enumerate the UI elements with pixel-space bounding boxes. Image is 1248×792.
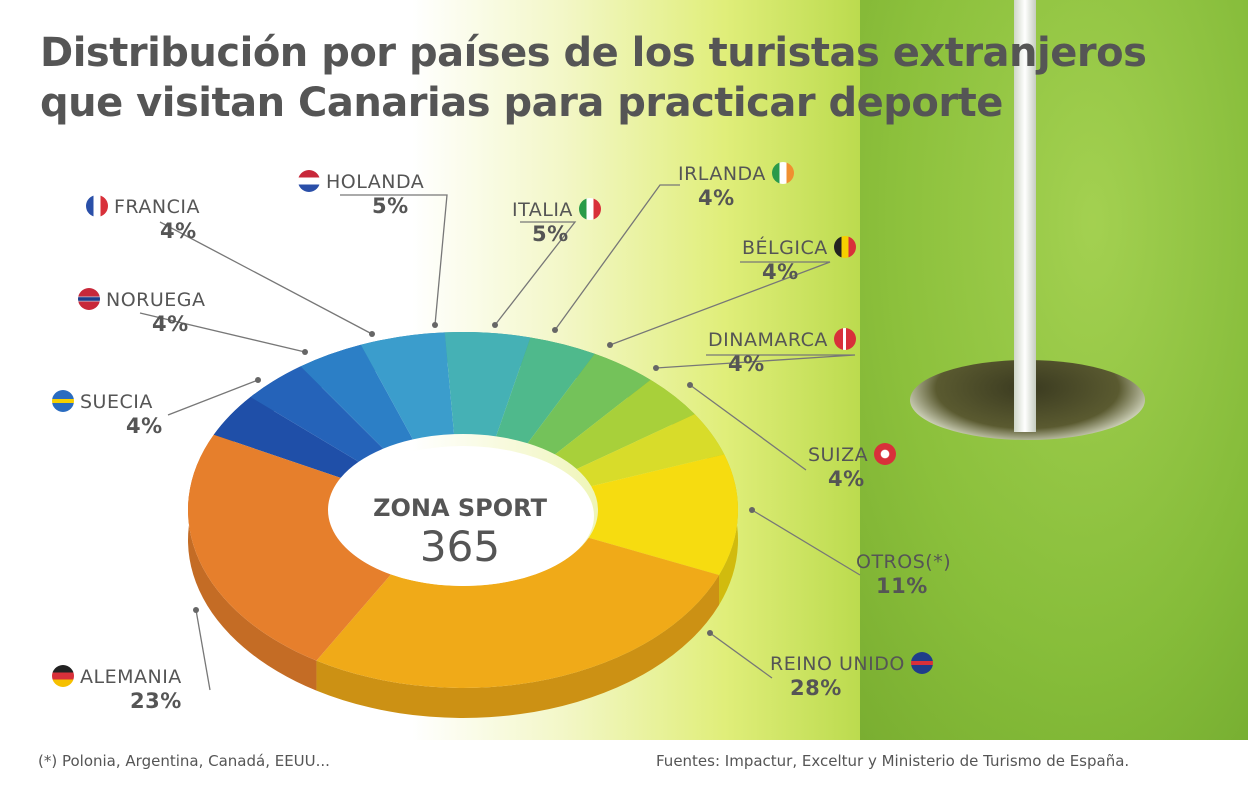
label-noruega: NORUEGA 4% bbox=[72, 288, 206, 336]
country-name: DINAMARCA bbox=[708, 329, 828, 351]
slice-dinamarca bbox=[555, 379, 695, 470]
percentage: 5% bbox=[372, 194, 409, 218]
flag-alemania-icon bbox=[52, 665, 74, 687]
title-line-1: Distribución por países de los turistas … bbox=[40, 30, 1147, 76]
percentage: 5% bbox=[532, 222, 569, 246]
leader-dot-alemania bbox=[193, 607, 199, 613]
flag-pole bbox=[1014, 0, 1036, 432]
leader-dot-reino-unido bbox=[707, 630, 713, 636]
leader-dot-dinamarca bbox=[653, 365, 659, 371]
leader-line-bélgica bbox=[609, 261, 831, 346]
country-name: IRLANDA bbox=[678, 163, 766, 185]
label-suiza: SUIZA 4% bbox=[808, 443, 902, 491]
flag-suecia-icon bbox=[52, 390, 74, 412]
label-italia: ITALIA 5% bbox=[512, 198, 607, 246]
flag-bélgica-icon bbox=[833, 236, 856, 258]
flag-italia-icon bbox=[578, 198, 601, 220]
slice-irlanda bbox=[496, 337, 595, 444]
percentage: 4% bbox=[152, 312, 189, 336]
flag-dinamarca-icon bbox=[833, 328, 856, 350]
flag-francia-icon bbox=[86, 195, 108, 217]
country-name: FRANCIA bbox=[114, 196, 200, 218]
leader-line-italia bbox=[494, 221, 577, 326]
leader-line-suiza bbox=[689, 384, 807, 471]
label-suecia: SUECIA 4% bbox=[46, 390, 163, 438]
leader-dot-francia bbox=[369, 331, 375, 337]
country-name: REINO UNIDO bbox=[770, 653, 905, 675]
sources: Fuentes: Impactur, Exceltur y Ministerio… bbox=[656, 752, 1130, 770]
flag-holanda-icon bbox=[298, 170, 320, 192]
leader-dot-noruega bbox=[302, 349, 308, 355]
leader-line-dinamarca bbox=[655, 354, 856, 369]
leader-line-holanda bbox=[340, 194, 448, 326]
leader-line-irlanda bbox=[554, 184, 680, 331]
slice-otros- bbox=[588, 454, 738, 575]
percentage: 4% bbox=[762, 260, 799, 284]
slice-alemania bbox=[188, 434, 392, 661]
flag-reino-unido-icon bbox=[910, 652, 933, 674]
slice-reino-unido bbox=[316, 537, 720, 688]
leader-dot-suiza bbox=[687, 382, 693, 388]
percentage: 4% bbox=[126, 414, 163, 438]
leader-line-alemania bbox=[195, 609, 211, 691]
center-label: ZONA SPORT bbox=[373, 494, 547, 522]
leader-line-otros bbox=[751, 509, 861, 576]
flag-suiza-icon bbox=[874, 443, 897, 465]
label-irlanda: IRLANDA 4% bbox=[678, 162, 800, 210]
country-name: HOLANDA bbox=[326, 171, 425, 193]
slice-francia bbox=[300, 344, 413, 449]
slice-side-10 bbox=[316, 574, 720, 718]
leader-dot-holanda bbox=[432, 322, 438, 328]
slice-noruega bbox=[250, 366, 384, 462]
leader-dot-suecia bbox=[255, 377, 261, 383]
label-otros: OTROS(*) 11% bbox=[856, 550, 951, 598]
percentage: 4% bbox=[828, 467, 865, 491]
leader-line-noruega bbox=[139, 312, 306, 353]
slice-italia bbox=[444, 331, 531, 437]
leader-dot-italia bbox=[492, 322, 498, 328]
leader-dot-irlanda bbox=[552, 327, 558, 333]
label-alemania: ALEMANIA 23% bbox=[46, 665, 182, 713]
slice-bélgica bbox=[527, 353, 651, 455]
label-reino-unido: REINO UNIDO 28% bbox=[770, 652, 939, 700]
footer bbox=[0, 740, 1248, 792]
percentage: 4% bbox=[160, 219, 197, 243]
chart-title: Distribución por países de los turistas … bbox=[40, 28, 1147, 128]
country-name: ALEMANIA bbox=[80, 666, 182, 688]
label-holanda: HOLANDA 5% bbox=[292, 170, 424, 218]
label-francia: FRANCIA 4% bbox=[80, 195, 200, 243]
leader-line-francia bbox=[159, 221, 373, 335]
country-name: SUECIA bbox=[80, 391, 153, 413]
country-name: OTROS(*) bbox=[856, 551, 952, 573]
title-line-2: que visitan Canarias para practicar depo… bbox=[40, 80, 1003, 126]
percentage: 23% bbox=[130, 689, 182, 713]
percentage: 28% bbox=[790, 676, 842, 700]
percentage: 4% bbox=[728, 352, 765, 376]
footnote: (*) Polonia, Argentina, Canadá, EEUU... bbox=[38, 752, 330, 770]
leader-line-reino-unido bbox=[709, 632, 773, 679]
percentage: 11% bbox=[876, 574, 928, 598]
leader-line-suecia bbox=[167, 379, 259, 416]
flag-noruega-icon bbox=[78, 288, 100, 310]
label-bélgica: BÉLGICA 4% bbox=[742, 236, 862, 284]
leader-dot-otros bbox=[749, 507, 755, 513]
flag-irlanda-icon bbox=[771, 162, 794, 184]
country-name: ITALIA bbox=[512, 199, 573, 221]
country-name: SUIZA bbox=[808, 444, 869, 466]
percentage: 4% bbox=[698, 186, 735, 210]
label-dinamarca: DINAMARCA 4% bbox=[708, 328, 862, 376]
country-name: BÉLGICA bbox=[742, 237, 828, 259]
slice-suecia bbox=[213, 397, 359, 478]
slice-holanda bbox=[360, 332, 455, 440]
leader-dot-bélgica bbox=[607, 342, 613, 348]
center-value: 365 bbox=[419, 522, 501, 571]
country-name: NORUEGA bbox=[106, 289, 206, 311]
donut-hole bbox=[332, 446, 594, 586]
slice-suiza bbox=[576, 414, 725, 487]
